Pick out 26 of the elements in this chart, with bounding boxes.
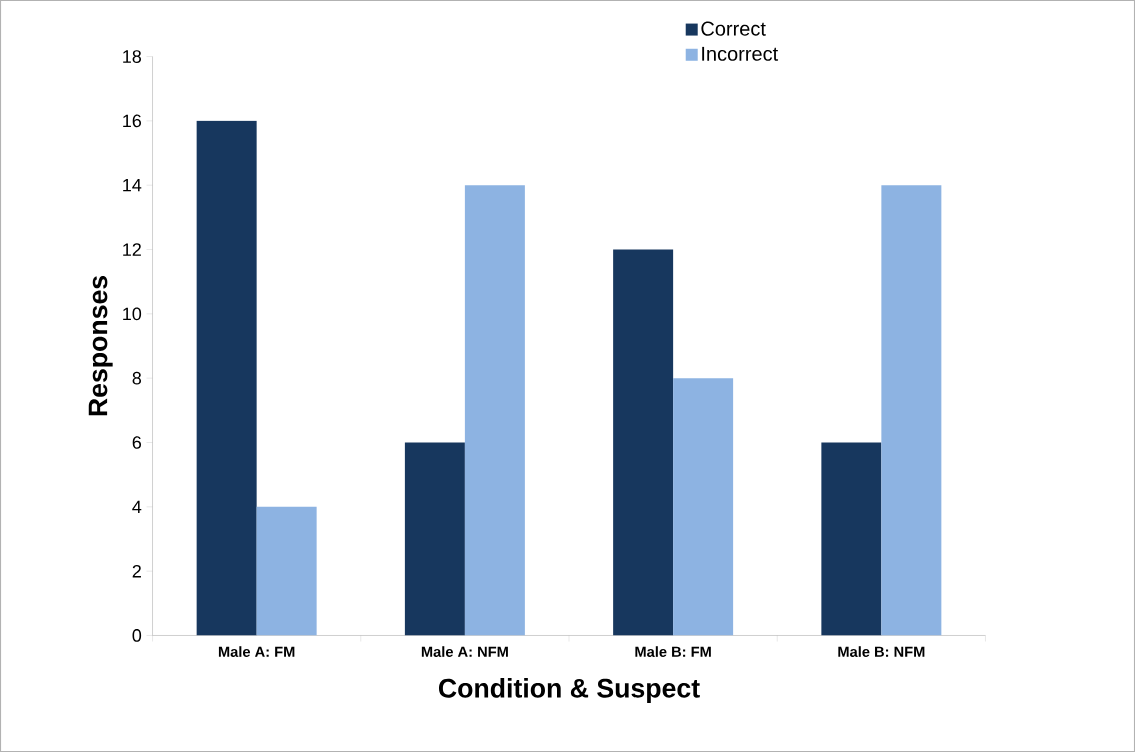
bar: [821, 442, 882, 636]
y-tick-label: 14: [123, 178, 142, 192]
bar: [673, 378, 734, 636]
y-tick-label: 18: [123, 50, 142, 63]
y-tick-label: 4: [132, 500, 142, 514]
bar: [196, 120, 257, 636]
bar: [464, 185, 525, 636]
bar: [613, 249, 674, 636]
x-axis-title: Condition & Suspect: [438, 678, 700, 703]
bar: [256, 506, 317, 636]
y-tick-label: 0: [132, 629, 142, 642]
y-tick-label: 16: [123, 114, 142, 128]
y-tick-label: 2: [132, 564, 141, 578]
x-tick-label: Male A: NFM: [421, 646, 508, 657]
x-tick-label: Male B: NFM: [838, 646, 925, 657]
x-tick-label: Male B: FM: [635, 646, 711, 657]
legend-label: Incorrect: [702, 46, 779, 61]
y-axis-title: Responses: [88, 275, 113, 416]
x-tick-label: Male A: FM: [218, 646, 295, 657]
bar: [881, 185, 942, 636]
y-tick-label: 6: [132, 436, 142, 449]
y-tick-label: 10: [123, 307, 142, 321]
y-tick-label: 12: [123, 243, 141, 256]
bar: [404, 442, 465, 636]
legend-label: Correct: [701, 21, 766, 36]
y-tick-label: 8: [132, 371, 142, 385]
